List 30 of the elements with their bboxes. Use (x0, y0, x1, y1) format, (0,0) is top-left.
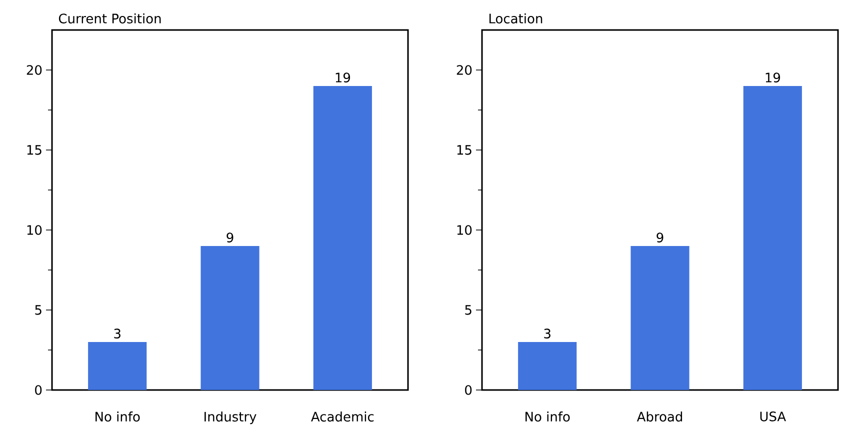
bar (743, 86, 802, 390)
y-tick-label: 20 (456, 65, 472, 75)
data-label: 19 (766, 72, 780, 82)
y-tick-label: 5 (35, 305, 42, 315)
x-tick-label: USA (760, 412, 786, 422)
data-label: 9 (226, 232, 234, 242)
bar (313, 86, 372, 390)
y-tick-label: 10 (457, 225, 472, 235)
x-tick-label: Abroad (636, 412, 682, 422)
x-tick-label: Industry (204, 412, 256, 424)
bar (88, 342, 147, 390)
y-tick-label: 0 (35, 385, 42, 395)
bar (200, 246, 260, 390)
x-tick-label: No info (526, 412, 570, 422)
x-tick-label: Academic (311, 412, 374, 422)
y-tick-label: 5 (465, 305, 472, 315)
y-tick-label: 15 (27, 145, 42, 155)
bar (630, 246, 690, 390)
y-tick-label: 20 (26, 65, 42, 75)
bar (518, 342, 577, 390)
chart-title: Current Position (58, 13, 161, 24)
chart-title: Location (489, 13, 542, 24)
y-tick-label: 15 (457, 145, 472, 155)
data-label: 19 (336, 72, 350, 82)
data-label: 3 (544, 328, 550, 338)
x-tick-label: No info (96, 412, 140, 422)
y-tick-label: 0 (465, 385, 472, 395)
y-tick-label: 10 (27, 225, 42, 235)
data-label: 9 (656, 232, 664, 242)
data-label: 3 (114, 328, 120, 338)
